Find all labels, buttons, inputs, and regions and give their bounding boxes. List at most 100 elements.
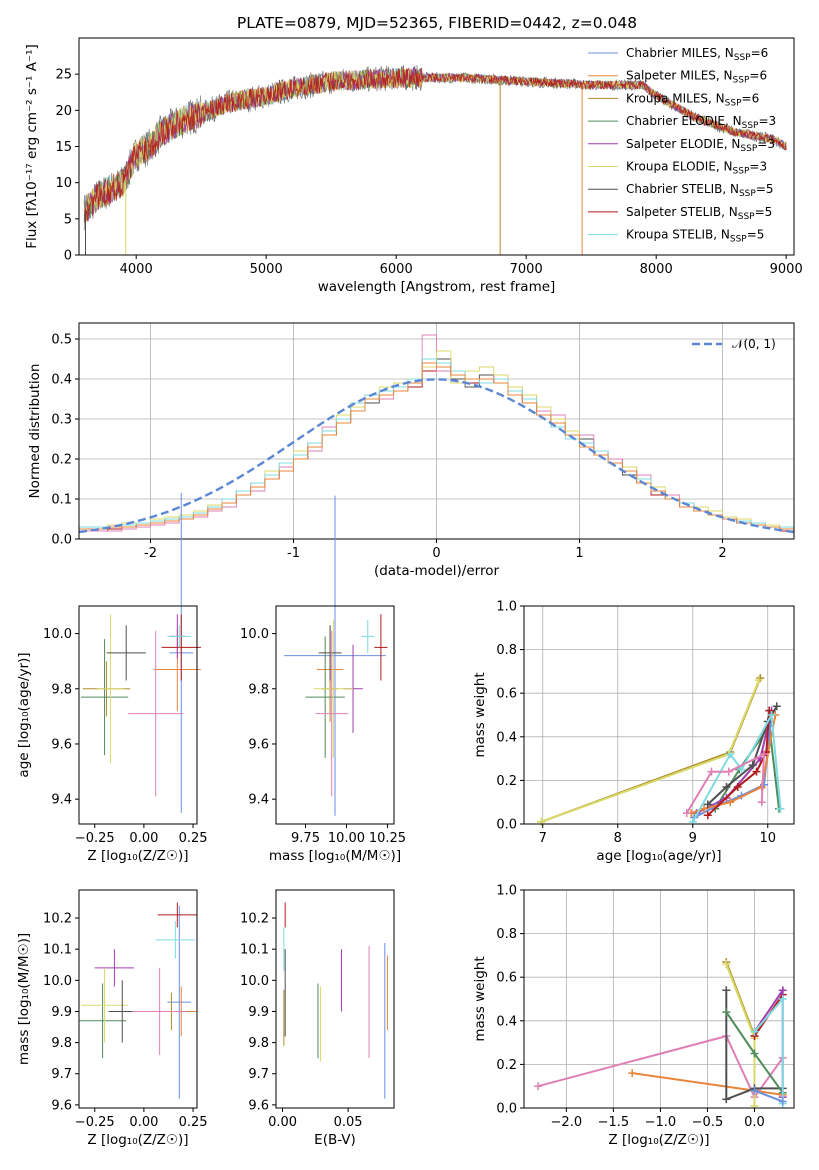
weight-series-line [696, 710, 773, 814]
y-axis-label: Flux [fλ10⁻¹⁷ erg cm⁻² s⁻¹ A⁻¹] [24, 44, 40, 249]
legend-n: 3 [767, 137, 775, 151]
x-tick-label: 0 [432, 546, 440, 561]
x-tick-label: 9000 [770, 262, 803, 277]
legend-eq: = [742, 91, 752, 105]
weight-series-line [540, 677, 762, 823]
weight-series-line [725, 963, 756, 1106]
legend-n: 6 [759, 69, 767, 83]
normal-curve [78, 378, 795, 534]
legend-entry: Kroupa ELODIE, NSSP=3 [626, 160, 767, 177]
weight-point-marker [778, 995, 787, 1003]
weight-point-marker [760, 750, 768, 759]
age-vs-mass-panel: 9.75 10.00 10.25 9.4 9.6 9.8 10.0 mass [log₁₀(M… [240, 495, 406, 864]
y-tick-label: 0.5 [51, 333, 72, 348]
weight-point-marker [772, 702, 781, 711]
x-tick-label: 0.00 [129, 831, 158, 846]
weight-point-marker [726, 798, 735, 807]
legend-eq: = [756, 182, 766, 196]
weight-point-marker [722, 1095, 731, 1104]
y-tick-label: 0.0 [51, 533, 72, 548]
y-tick-label: 9.6 [248, 1098, 269, 1113]
legend-sub: SSP [733, 167, 750, 177]
y-tick-label: 0.4 [51, 373, 72, 388]
legend-name: Salpeter ELODIE, N [626, 137, 740, 151]
x-axis-label: age [log₁₀(age/yr)] [596, 848, 721, 864]
weight-point-marker [757, 798, 766, 807]
weight-point-marker [767, 711, 776, 719]
x-tick-label: −0.5 [692, 1115, 724, 1130]
legend-sub: SSP [740, 144, 757, 154]
x-tick-label: -1 [287, 546, 300, 561]
y-tick-label: 10.2 [43, 912, 72, 927]
y-tick-label: 0.2 [51, 453, 72, 468]
y-axis-label: mass weight [472, 672, 488, 757]
y-tick-label: 0.1 [51, 493, 72, 508]
legend-n: 5 [766, 182, 774, 196]
x-axis-label: mass [log₁₀(M/M☉)] [269, 848, 401, 864]
y-tick-label: 5 [64, 212, 72, 227]
residuals-panel: -2 -1 0 1 2 0.0 0.1 0.2 0.3 0.4 0.5 (data-model)/er… [27, 322, 795, 579]
y-tick-label: 20 [55, 104, 72, 119]
y-tick-label: 1.0 [496, 884, 517, 899]
y-tick-label: 10.1 [240, 943, 269, 958]
y-tick-label: 9.9 [51, 1005, 72, 1020]
legend-eq: = [757, 137, 767, 151]
legend-entry: 𝒩(0, 1) [732, 337, 776, 351]
y-tick-label: 9.9 [248, 1005, 269, 1020]
weight-series-line [537, 1034, 784, 1100]
y-tick-label: 0.6 [496, 971, 517, 986]
x-tick-label: 10.25 [369, 831, 406, 846]
weight-point-marker [722, 1008, 731, 1017]
weight-point-marker [534, 1082, 543, 1091]
y-tick-label: 0.0 [496, 1102, 517, 1117]
x-axis-label: (data-model)/error [374, 563, 500, 579]
legend-name: Salpeter MILES, N [626, 69, 733, 83]
x-tick-label: 0.00 [268, 1115, 297, 1130]
weight-point-marker [700, 804, 708, 813]
legend-n: 6 [761, 46, 769, 60]
y-tick-label: 9.7 [248, 1067, 269, 1082]
y-tick-label: 9.8 [248, 682, 269, 697]
weight-point-marker [628, 1069, 637, 1078]
x-tick-label: −2.0 [551, 1115, 583, 1130]
weight-point-marker [776, 804, 785, 813]
y-axis-label: age [log₁₀(age/yr)] [16, 652, 32, 777]
weight-point-marker [537, 817, 546, 826]
y-tick-label: 10.0 [43, 627, 72, 642]
x-tick-label: 1 [575, 546, 583, 561]
histogram-series [78, 362, 795, 539]
y-tick-label: 9.6 [51, 1098, 72, 1113]
x-tick-label: 0.25 [179, 831, 208, 846]
legend-eq: = [751, 46, 761, 60]
x-tick-label: 7000 [510, 262, 543, 277]
legend-sub: SSP [725, 98, 742, 108]
age-vs-metallicity-panel: −0.25 0.00 0.25 9.4 9.6 9.8 10.0 Z [log₁₀(Z/Z☉)… [16, 492, 208, 864]
legend-eq: = [758, 114, 768, 128]
y-tick-label: 10.0 [43, 974, 72, 989]
weight-point-marker [703, 800, 712, 809]
weight-point-marker [752, 767, 761, 776]
weight-point-marker [722, 986, 731, 995]
weight-series-line [753, 987, 784, 1098]
weight-point-marker [733, 782, 742, 791]
legend-n: 3 [769, 114, 777, 128]
x-tick-label: 9 [689, 831, 697, 846]
weight-point-marker [737, 765, 746, 774]
legend-name: Chabrier ELODIE, N [626, 114, 742, 128]
legend-name: Kroupa STELIB, N [626, 228, 730, 242]
legend-name: Kroupa MILES, N [626, 91, 725, 105]
legend-eq: = [747, 228, 757, 242]
legend-sub: SSP [730, 235, 747, 245]
y-tick-label: 25 [55, 68, 72, 83]
y-tick-label: 0.4 [496, 730, 517, 745]
y-tick-label: 10.0 [240, 627, 269, 642]
weight-point-marker [750, 1086, 759, 1095]
y-tick-label: 9.6 [51, 737, 72, 752]
x-tick-label: 8000 [640, 262, 673, 277]
weight-point-marker [750, 1027, 759, 1036]
x-tick-label: −0.25 [75, 831, 115, 846]
y-tick-label: 0.0 [496, 818, 517, 833]
y-axis-label: Normed distribution [27, 364, 43, 499]
y-tick-label: 0 [64, 249, 72, 264]
weight-point-marker [703, 811, 712, 820]
